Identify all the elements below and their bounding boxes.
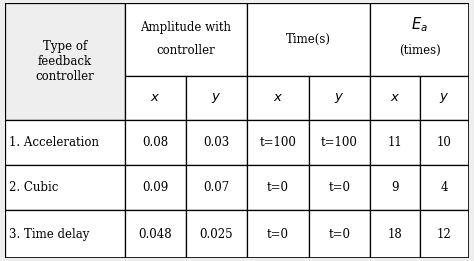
FancyBboxPatch shape: [125, 3, 247, 75]
Text: 9: 9: [391, 181, 399, 194]
Text: 0.07: 0.07: [203, 181, 230, 194]
Text: Amplitude with: Amplitude with: [140, 21, 231, 34]
FancyBboxPatch shape: [125, 120, 186, 165]
FancyBboxPatch shape: [125, 165, 186, 210]
FancyBboxPatch shape: [247, 165, 309, 210]
Text: 12: 12: [437, 228, 452, 241]
FancyBboxPatch shape: [247, 210, 309, 258]
Text: 18: 18: [387, 228, 402, 241]
Text: 0.048: 0.048: [138, 228, 172, 241]
FancyBboxPatch shape: [309, 210, 370, 258]
Text: $y$: $y$: [211, 91, 222, 105]
FancyBboxPatch shape: [5, 210, 125, 258]
FancyBboxPatch shape: [419, 210, 469, 258]
Text: 0.08: 0.08: [142, 136, 168, 149]
Text: 2. Cubic: 2. Cubic: [9, 181, 59, 194]
Text: t=100: t=100: [321, 136, 358, 149]
Text: 0.09: 0.09: [142, 181, 168, 194]
FancyBboxPatch shape: [5, 3, 125, 120]
FancyBboxPatch shape: [5, 165, 125, 210]
Text: t=100: t=100: [259, 136, 296, 149]
FancyBboxPatch shape: [370, 210, 419, 258]
Text: 4: 4: [441, 181, 448, 194]
FancyBboxPatch shape: [309, 165, 370, 210]
Text: $E_a$: $E_a$: [411, 16, 428, 34]
FancyBboxPatch shape: [247, 3, 370, 75]
FancyBboxPatch shape: [370, 75, 419, 120]
FancyBboxPatch shape: [186, 210, 247, 258]
FancyBboxPatch shape: [125, 210, 186, 258]
FancyBboxPatch shape: [247, 75, 309, 120]
Text: t=0: t=0: [328, 228, 350, 241]
Text: $x$: $x$: [273, 91, 283, 104]
Text: $x$: $x$: [150, 91, 160, 104]
Text: (times): (times): [399, 44, 440, 57]
FancyBboxPatch shape: [186, 165, 247, 210]
FancyBboxPatch shape: [419, 165, 469, 210]
Text: 1. Acceleration: 1. Acceleration: [9, 136, 100, 149]
Text: 0.03: 0.03: [203, 136, 230, 149]
Text: t=0: t=0: [267, 228, 289, 241]
FancyBboxPatch shape: [5, 120, 125, 165]
FancyBboxPatch shape: [186, 120, 247, 165]
FancyBboxPatch shape: [370, 120, 419, 165]
Text: Time(s): Time(s): [286, 33, 331, 46]
Text: Type of
feedback
controller: Type of feedback controller: [35, 40, 94, 83]
FancyBboxPatch shape: [186, 75, 247, 120]
FancyBboxPatch shape: [309, 75, 370, 120]
FancyBboxPatch shape: [309, 120, 370, 165]
FancyBboxPatch shape: [370, 3, 469, 75]
Text: t=0: t=0: [328, 181, 350, 194]
Text: 0.025: 0.025: [200, 228, 233, 241]
Text: $y$: $y$: [439, 91, 449, 105]
Text: controller: controller: [156, 44, 215, 57]
Text: 11: 11: [387, 136, 402, 149]
Text: t=0: t=0: [267, 181, 289, 194]
FancyBboxPatch shape: [370, 165, 419, 210]
Text: 10: 10: [437, 136, 452, 149]
FancyBboxPatch shape: [419, 120, 469, 165]
FancyBboxPatch shape: [419, 75, 469, 120]
FancyBboxPatch shape: [125, 75, 186, 120]
FancyBboxPatch shape: [247, 120, 309, 165]
Text: $x$: $x$: [390, 91, 400, 104]
Text: 3. Time delay: 3. Time delay: [9, 228, 90, 241]
Text: $y$: $y$: [334, 91, 345, 105]
